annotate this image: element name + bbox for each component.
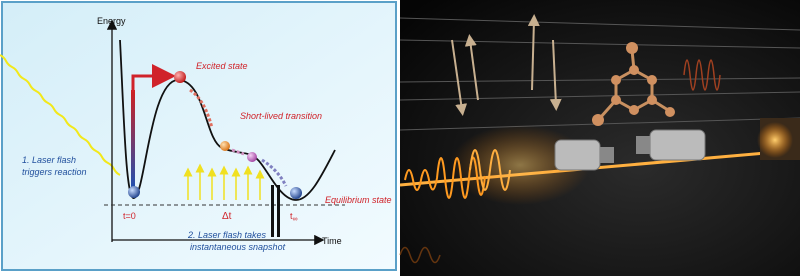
time-label-sub: ∞ <box>293 216 298 223</box>
step-label: triggers reaction <box>22 167 87 177</box>
excitation-arrow <box>131 64 176 92</box>
excitation-bar <box>131 90 135 188</box>
decay-arrow <box>189 88 214 129</box>
laser-wave <box>0 54 121 176</box>
time-label: t=0 <box>123 211 136 221</box>
molecule-ball <box>247 152 257 162</box>
step-label: instantaneous snapshot <box>190 242 286 252</box>
time-label: t∞ <box>290 211 298 223</box>
snapshot-bar <box>271 185 274 237</box>
time-label: Δt <box>222 211 232 222</box>
molecule-ball <box>220 141 230 151</box>
right-panel <box>399 0 800 276</box>
decay-arrow <box>231 148 245 156</box>
probe-arrows <box>183 163 265 200</box>
state-label: Short-lived transition <box>240 111 322 121</box>
step-label: 2. Laser flash takes <box>187 230 267 240</box>
molecule-ball <box>174 71 186 83</box>
left-panel <box>1 1 397 271</box>
molecule-ball <box>128 186 140 198</box>
y-axis-label: Energy <box>97 16 126 26</box>
x-axis-label: Time <box>322 236 342 246</box>
state-label: Excited state <box>196 61 248 71</box>
step-label: 1. Laser flash <box>22 155 76 165</box>
snapshot-bar <box>277 185 280 237</box>
molecule-ball <box>290 187 302 199</box>
state-label: Equilibrium state <box>325 195 392 205</box>
decay-arrow <box>261 158 288 187</box>
time-label-base: t <box>290 211 293 221</box>
